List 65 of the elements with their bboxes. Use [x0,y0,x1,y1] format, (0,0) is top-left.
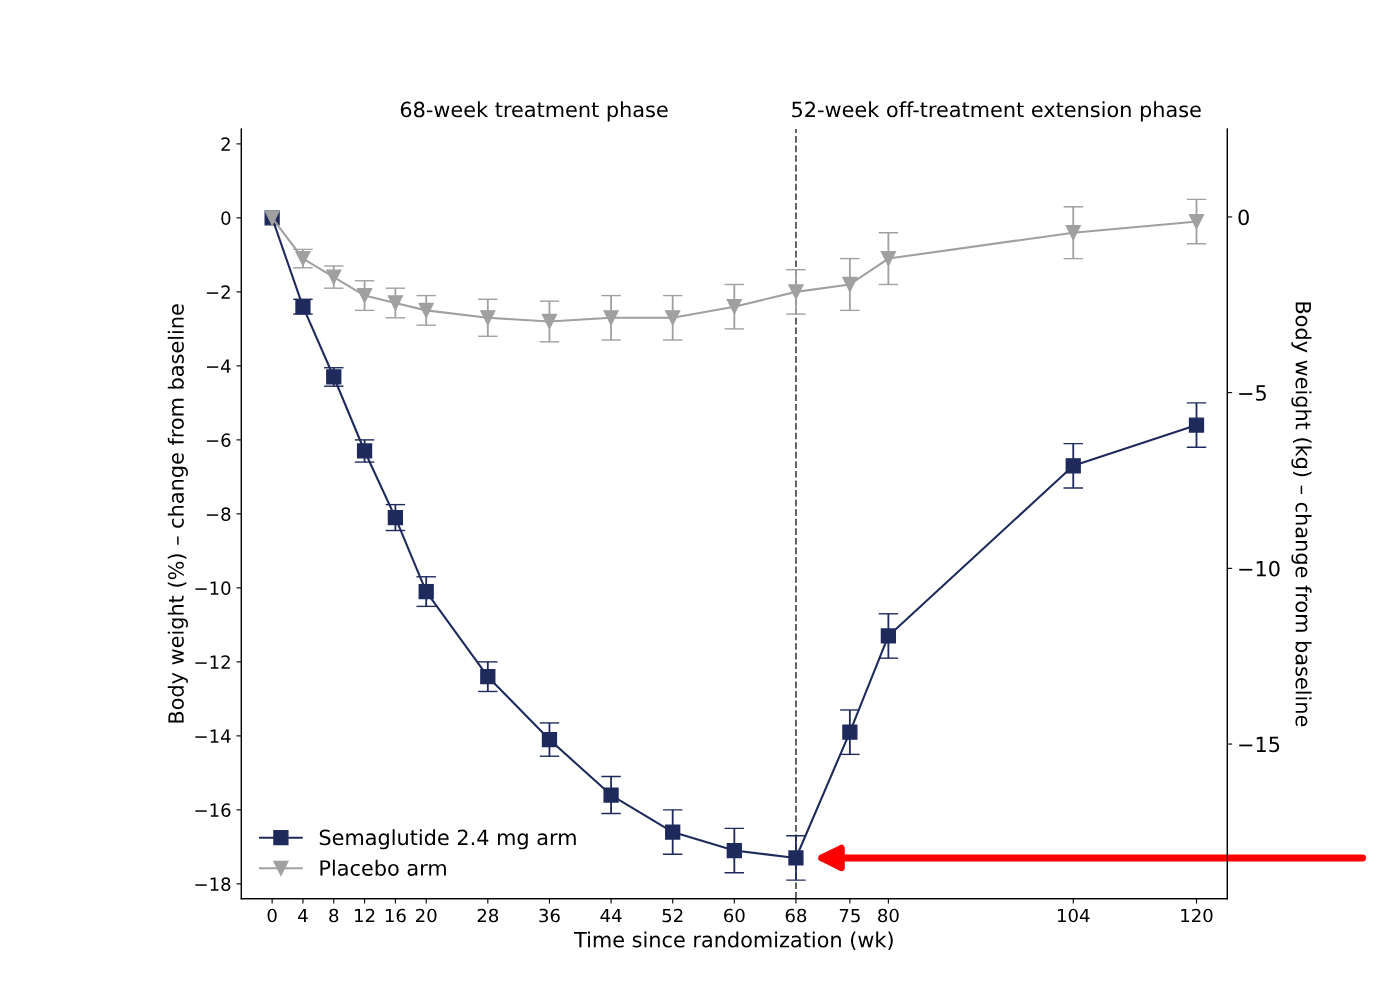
x-tick-label: 28 [477,908,499,923]
point [880,250,897,267]
x-tick-label: 4 [298,908,308,923]
x-tick-label: 20 [416,908,437,923]
point [1065,225,1081,241]
y2-axis-title: Body weight (kg) – change from baseline [1291,302,1312,727]
point [326,269,342,285]
y-tick-label: 2 [221,137,230,151]
y2-tick-label: −5 [1239,385,1266,401]
point [603,310,619,326]
y-tick-label: −14 [195,729,231,743]
x-tick-label: 75 [839,908,860,923]
point [418,302,434,319]
x-tick-label: 80 [878,908,899,923]
point [788,284,804,300]
point [665,310,681,326]
point [842,724,858,740]
x-tick-label: 36 [539,908,560,923]
x-tick-label: 68 [785,908,807,923]
point [1188,213,1205,230]
y2-tick-label: −15 [1239,736,1280,753]
point [480,310,496,326]
point [726,842,742,859]
point [842,276,858,293]
y-axis-title: Body weight (%) – change from baseline [167,304,188,723]
y-tick-label: −18 [195,877,231,891]
y-tick-label: −10 [195,581,231,595]
point [356,443,373,459]
point [603,787,619,803]
x-tick-label: 120 [1181,908,1213,923]
point [418,583,434,600]
point [726,299,742,315]
x-tick-label: 52 [662,908,683,923]
y-tick-label: −16 [195,803,231,817]
point [541,313,558,330]
y-tick-label: −4 [206,359,231,373]
point [1065,458,1081,474]
x-tick-label: 8 [329,908,339,923]
x-tick-label: 12 [355,908,375,923]
legend-label: Semaglutide 2.4 mg arm [319,829,576,850]
x-tick-label: 60 [724,908,745,923]
point [356,287,373,304]
legend-label: Placebo arm [320,859,446,876]
point [1188,417,1205,433]
text: 52-week off-treatment extension phase [792,101,1201,122]
x-axis-title: Time since randomization (wk) [574,931,893,950]
x-tick-label: 104 [1058,908,1090,923]
y-tick-label: −8 [206,507,231,521]
point [880,628,897,644]
text: 68-week treatment phase [400,101,668,122]
y-tick-label: −6 [206,433,231,447]
point [387,295,404,311]
y2-tick-label: −10 [1239,560,1280,577]
y-tick-label: −12 [195,655,230,669]
point [387,509,404,526]
point [541,731,558,748]
y2-tick-label: 0 [1238,209,1249,226]
y-tick-label: −2 [206,285,230,299]
point [788,850,804,866]
point [665,824,681,840]
y-tick-label: 0 [221,211,231,225]
x-tick-label: 16 [385,908,406,923]
x-tick-label: 0 [267,908,277,923]
x-tick-label: 44 [600,908,622,923]
point [480,669,496,685]
